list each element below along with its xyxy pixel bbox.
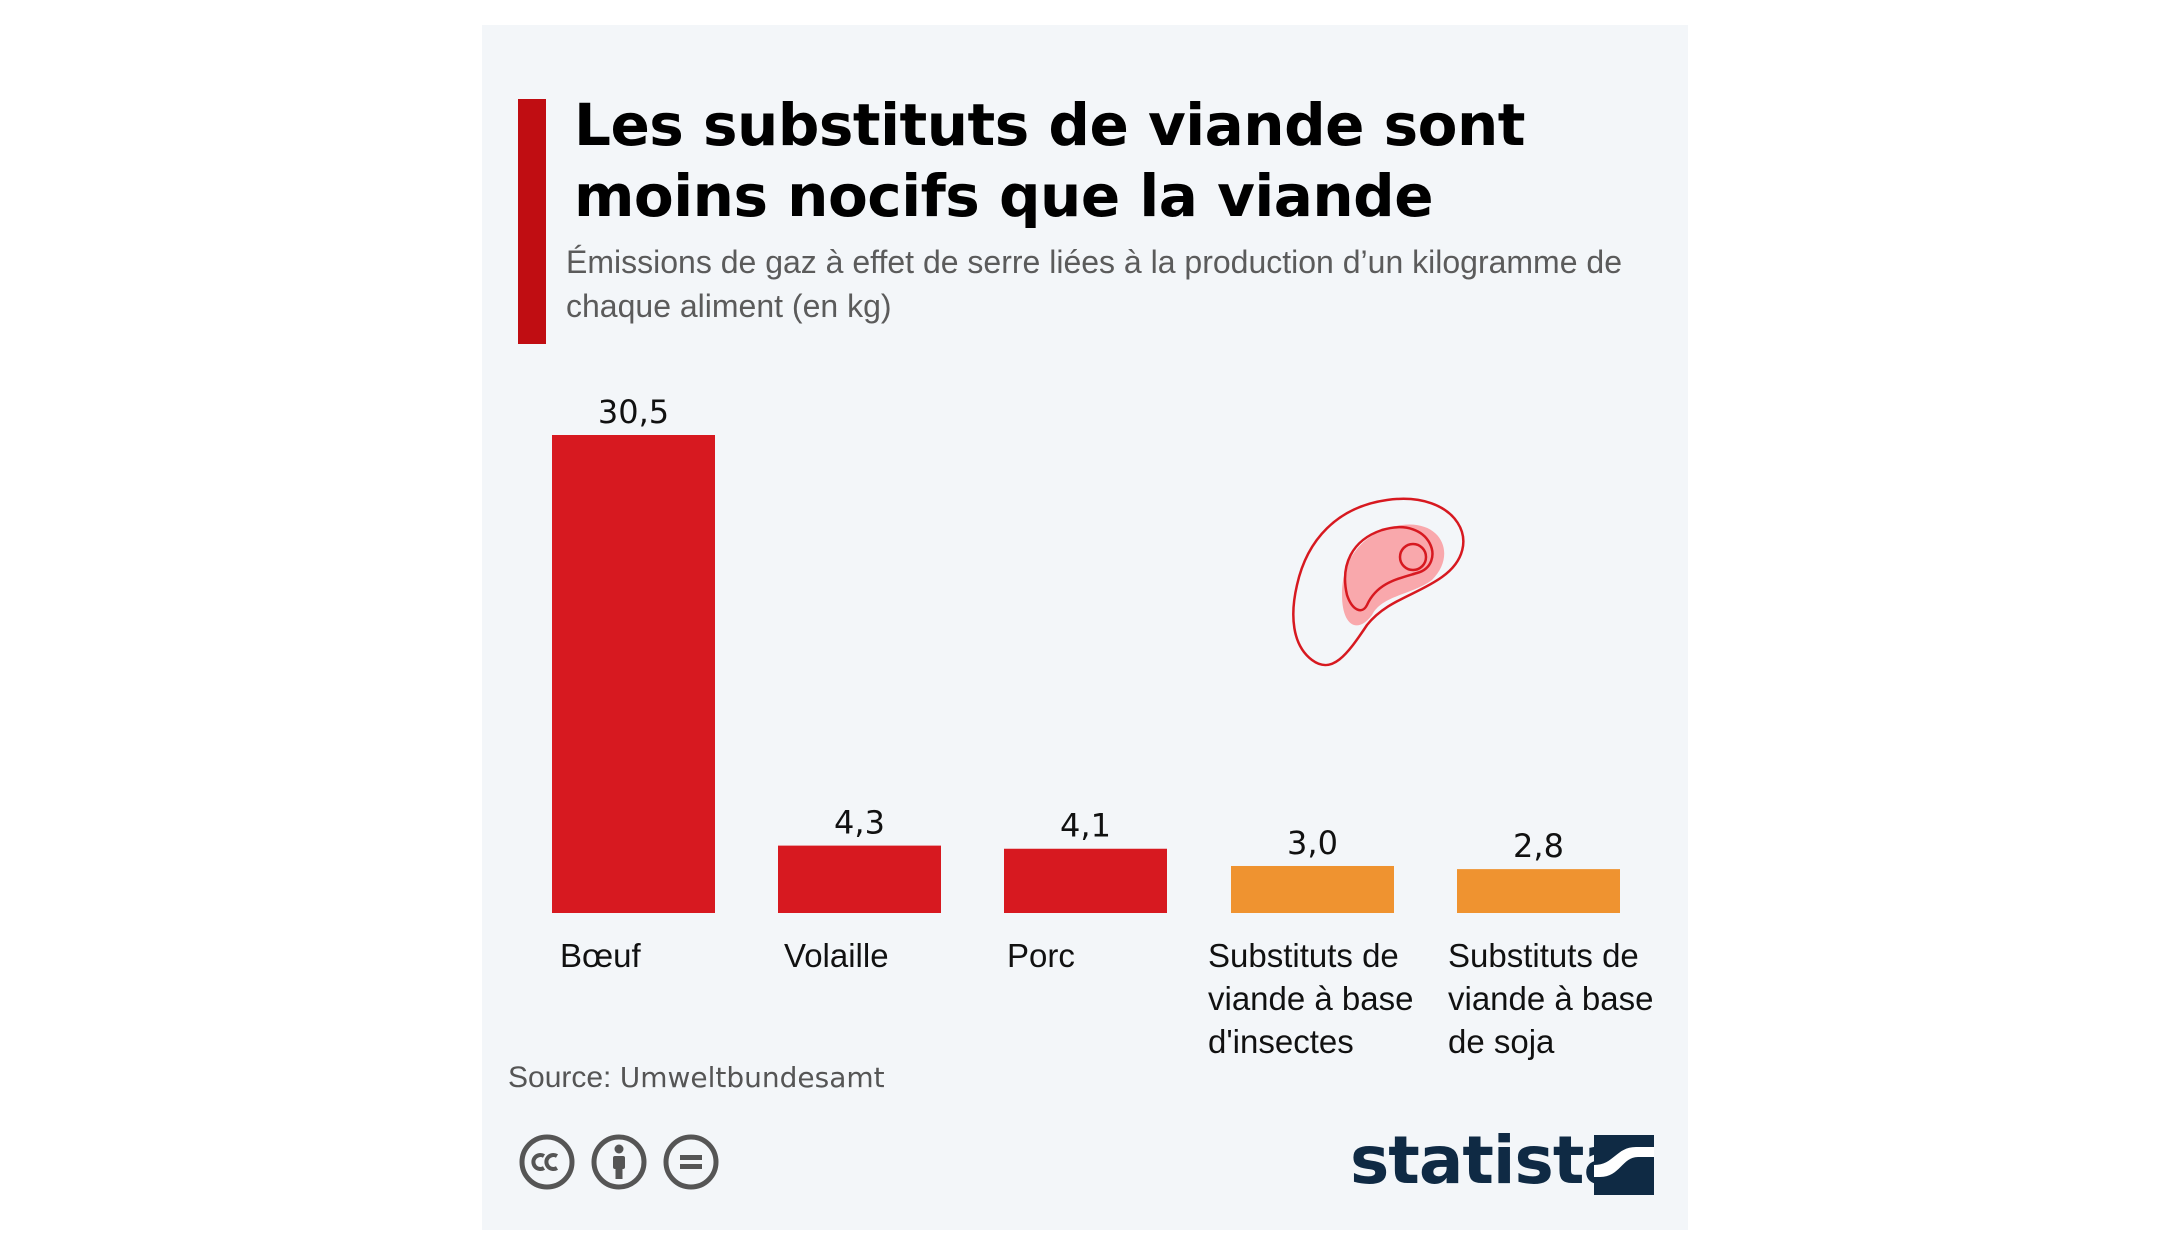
value-label-porc: 4,1 (1060, 807, 1111, 845)
bar-volaille (778, 845, 941, 913)
bar-porc (1004, 848, 1167, 913)
statista-logo-icon (1594, 1135, 1654, 1195)
category-label-porc: Porc (1007, 937, 1075, 974)
value-label-b-uf: 30,5 (598, 393, 669, 431)
value-label-substituts-de-viande-a-base-de-soja: 2,8 (1513, 827, 1564, 865)
bar-chart: 30,5 4,3 4,1 3,0 2,8 (552, 393, 1620, 913)
source-label: Source: (508, 1061, 612, 1094)
meat-icon (1272, 455, 1502, 685)
title-accent-bar (518, 99, 546, 344)
source-value: Umweltbundesamt (619, 1061, 885, 1094)
chart-title: Les substituts de viande sont moins noci… (574, 91, 1526, 230)
cc-icon (518, 1133, 576, 1191)
category-label-boeuf: Bœuf (560, 937, 641, 974)
value-label-substituts-de-viande-a-base-d-insectes: 3,0 (1287, 824, 1338, 862)
statista-wordmark: statista (1350, 1122, 1628, 1199)
category-label-soja: Substituts de viande à base de soja (1448, 937, 1654, 1060)
chart-subtitle: Émissions de gaz à effet de serre liées … (566, 244, 1622, 324)
by-icon (590, 1133, 648, 1191)
category-label-volaille: Volaille (784, 937, 889, 974)
value-label-volaille: 4,3 (834, 804, 885, 842)
category-label-insectes: Substituts de viande à base d'insectes (1208, 937, 1414, 1060)
nd-icon (662, 1133, 720, 1191)
bar-b-uf (552, 435, 715, 913)
source-note: Source: Umweltbundesamt (508, 1059, 885, 1097)
bar-substituts-de-viande-a-base-d-insectes (1231, 865, 1394, 913)
bar-substituts-de-viande-a-base-de-soja (1457, 869, 1620, 913)
infographic-card: Les substituts de viande sont moins noci… (482, 25, 1688, 1230)
